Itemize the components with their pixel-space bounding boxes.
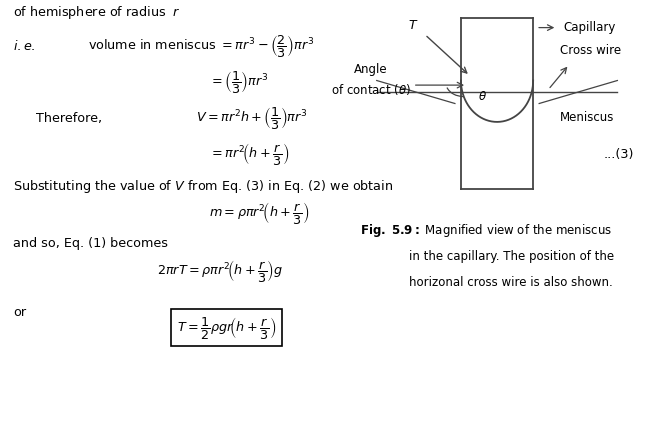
Text: $T = \dfrac{1}{2}\rho g r\!\left(h + \dfrac{r}{3}\right)$: $T = \dfrac{1}{2}\rho g r\!\left(h + \df… xyxy=(177,315,276,341)
Text: $2\pi r T = \rho\pi r^2\!\left(h + \dfrac{r}{3}\right)g$: $2\pi r T = \rho\pi r^2\!\left(h + \dfra… xyxy=(157,258,283,284)
Text: horizonal cross wire is also shown.: horizonal cross wire is also shown. xyxy=(409,276,613,289)
Text: Capillary: Capillary xyxy=(563,21,615,34)
Text: Cross wire: Cross wire xyxy=(560,44,621,57)
Text: $m = \rho\pi r^2\!\left(h + \dfrac{r}{3}\right)$: $m = \rho\pi r^2\!\left(h + \dfrac{r}{3}… xyxy=(209,200,310,226)
Text: $V = \pi r^2 h + \left(\dfrac{1}{3}\right)\pi r^3$: $V = \pi r^2 h + \left(\dfrac{1}{3}\righ… xyxy=(196,105,308,131)
Text: ...(3): ...(3) xyxy=(604,148,634,161)
Text: of hemisphere of radius  $r$: of hemisphere of radius $r$ xyxy=(13,3,181,21)
Text: $\theta$: $\theta$ xyxy=(477,90,487,103)
Text: $i.e.$: $i.e.$ xyxy=(13,39,36,53)
Text: or: or xyxy=(13,306,26,319)
Text: of contact $(\theta)$: of contact $(\theta)$ xyxy=(331,82,411,97)
Text: Therefore,: Therefore, xyxy=(36,112,102,125)
Text: volume in meniscus $= \pi r^3 - \left(\dfrac{2}{3}\right)\pi r^3$: volume in meniscus $= \pi r^3 - \left(\d… xyxy=(88,33,315,59)
Text: in the capillary. The position of the: in the capillary. The position of the xyxy=(409,250,614,263)
Text: and so, Eq. (1) becomes: and so, Eq. (1) becomes xyxy=(13,237,168,250)
Text: Meniscus: Meniscus xyxy=(560,111,615,124)
Text: Substituting the value of $V$ from Eq. (3) in Eq. (2) we obtain: Substituting the value of $V$ from Eq. (… xyxy=(13,178,393,195)
Text: $= \pi r^2\!\left(h + \dfrac{r}{3}\right)$: $= \pi r^2\!\left(h + \dfrac{r}{3}\right… xyxy=(209,141,290,167)
Text: $= \left(\dfrac{1}{3}\right)\pi r^3$: $= \left(\dfrac{1}{3}\right)\pi r^3$ xyxy=(209,69,269,95)
Text: Angle: Angle xyxy=(354,62,388,76)
Text: $T$: $T$ xyxy=(407,19,418,32)
Text: $\bf{Fig.\ 5.9:}$ Magnified view of the meniscus: $\bf{Fig.\ 5.9:}$ Magnified view of the … xyxy=(360,221,611,239)
